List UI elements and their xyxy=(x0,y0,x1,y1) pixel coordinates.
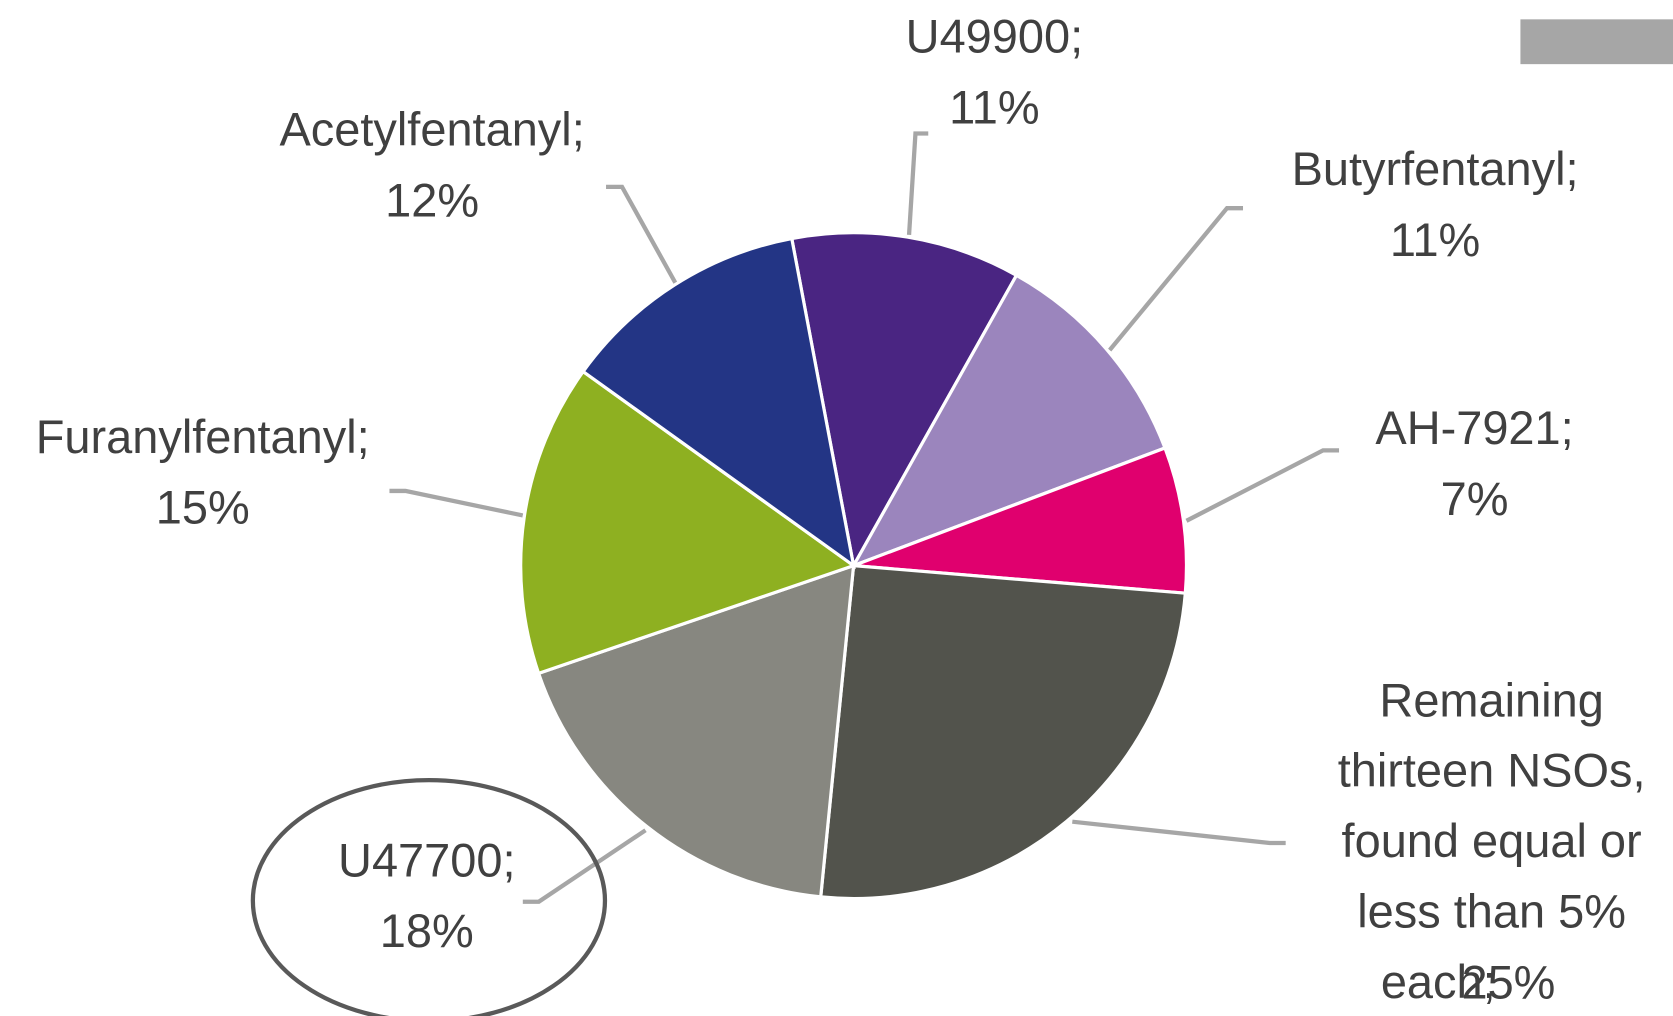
slice-label: Remaining thirteen NSOs, found equal or les… xyxy=(1338,675,1646,1009)
slice-label: AH-7921; xyxy=(1375,403,1573,455)
slice-label: Butyrfentanyl; xyxy=(1292,143,1579,195)
slice-label: Furanylfentanyl; xyxy=(36,411,370,463)
pie-slice xyxy=(789,231,1019,571)
pie-slice xyxy=(850,273,1168,569)
pie-slice xyxy=(818,563,1188,901)
slice-value-label: 25% xyxy=(1461,956,1555,1008)
leader-lines xyxy=(389,131,1340,904)
slice-value-label: 11% xyxy=(1390,214,1480,266)
leader-line xyxy=(1072,819,1286,846)
pie-slice xyxy=(536,563,856,899)
pie xyxy=(519,231,1189,901)
slice-value-label: 18% xyxy=(380,905,474,957)
legend-stub xyxy=(1520,19,1673,65)
pie-slice xyxy=(580,236,856,570)
pie-slice xyxy=(519,369,858,676)
leader-line xyxy=(389,488,524,518)
slice-label: U49900; xyxy=(906,11,1083,63)
slice-label: Acetylfentanyl; xyxy=(279,104,584,156)
slice-value-label: 12% xyxy=(385,174,479,226)
slice-value-label: 11% xyxy=(949,81,1039,133)
slice-label: U47700; xyxy=(338,835,515,887)
leader-line xyxy=(606,184,678,284)
leader-line xyxy=(906,131,929,235)
leader-line xyxy=(1185,448,1340,523)
leader-line xyxy=(522,828,647,904)
highlight-ellipse xyxy=(250,777,608,1016)
pie-slice xyxy=(853,445,1189,595)
slice-value-label: 15% xyxy=(156,482,250,534)
leader-line xyxy=(1107,206,1244,352)
slice-value-label: 7% xyxy=(1441,473,1509,525)
